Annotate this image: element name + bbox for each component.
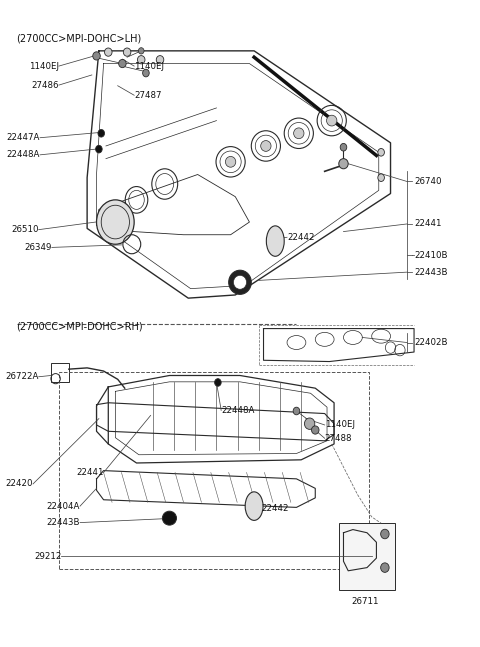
Text: 22448A: 22448A bbox=[221, 406, 254, 415]
Ellipse shape bbox=[162, 511, 177, 525]
Text: 26510: 26510 bbox=[11, 225, 39, 234]
Ellipse shape bbox=[215, 378, 221, 386]
Ellipse shape bbox=[138, 48, 144, 54]
Ellipse shape bbox=[293, 407, 300, 415]
Ellipse shape bbox=[96, 200, 134, 244]
Text: 26349: 26349 bbox=[24, 243, 52, 252]
Text: 27488: 27488 bbox=[324, 433, 352, 443]
Text: 22448A: 22448A bbox=[7, 150, 40, 159]
Ellipse shape bbox=[105, 48, 112, 56]
Text: 22443B: 22443B bbox=[47, 518, 80, 527]
Bar bbox=[59, 372, 370, 569]
Ellipse shape bbox=[340, 144, 347, 151]
Ellipse shape bbox=[326, 115, 337, 126]
Text: 26711: 26711 bbox=[351, 597, 378, 606]
Ellipse shape bbox=[378, 174, 384, 181]
Ellipse shape bbox=[233, 276, 247, 289]
Ellipse shape bbox=[266, 226, 284, 256]
Ellipse shape bbox=[123, 48, 131, 56]
Bar bbox=[339, 523, 395, 590]
Text: 22441: 22441 bbox=[76, 468, 104, 477]
Ellipse shape bbox=[228, 270, 252, 294]
Ellipse shape bbox=[378, 149, 384, 156]
Ellipse shape bbox=[143, 69, 149, 77]
Text: 22402B: 22402B bbox=[414, 338, 447, 347]
Bar bbox=[51, 363, 69, 382]
Ellipse shape bbox=[119, 60, 126, 68]
Text: 29212: 29212 bbox=[34, 552, 61, 561]
Text: 26740: 26740 bbox=[414, 177, 442, 186]
Text: 22443B: 22443B bbox=[414, 268, 447, 277]
Ellipse shape bbox=[98, 129, 105, 137]
Text: 1140EJ: 1140EJ bbox=[134, 61, 164, 71]
Text: 22442: 22442 bbox=[261, 504, 288, 513]
Ellipse shape bbox=[226, 157, 236, 167]
Text: 22447A: 22447A bbox=[7, 133, 40, 142]
Ellipse shape bbox=[156, 56, 164, 64]
Text: 22420: 22420 bbox=[6, 479, 33, 488]
Text: 22442: 22442 bbox=[287, 233, 314, 242]
Text: 22404A: 22404A bbox=[47, 501, 80, 510]
Text: 22441: 22441 bbox=[414, 219, 442, 228]
Ellipse shape bbox=[339, 159, 348, 169]
Ellipse shape bbox=[381, 563, 389, 573]
Text: 26722A: 26722A bbox=[5, 372, 39, 381]
Ellipse shape bbox=[381, 529, 389, 539]
Ellipse shape bbox=[245, 492, 263, 520]
Text: 1140EJ: 1140EJ bbox=[324, 421, 355, 430]
Text: 27487: 27487 bbox=[134, 91, 162, 100]
Text: 22410B: 22410B bbox=[414, 250, 447, 259]
Ellipse shape bbox=[304, 418, 315, 430]
Ellipse shape bbox=[294, 128, 304, 138]
Text: (2700CC>MPI-DOHC>RH): (2700CC>MPI-DOHC>RH) bbox=[16, 321, 143, 331]
Ellipse shape bbox=[93, 52, 100, 60]
Text: 27486: 27486 bbox=[31, 81, 59, 89]
Text: 1140EJ: 1140EJ bbox=[29, 61, 59, 71]
Text: (2700CC>MPI-DOHC>LH): (2700CC>MPI-DOHC>LH) bbox=[16, 33, 142, 43]
Ellipse shape bbox=[312, 426, 319, 434]
Ellipse shape bbox=[96, 146, 102, 153]
Ellipse shape bbox=[261, 140, 271, 151]
Ellipse shape bbox=[137, 56, 145, 64]
